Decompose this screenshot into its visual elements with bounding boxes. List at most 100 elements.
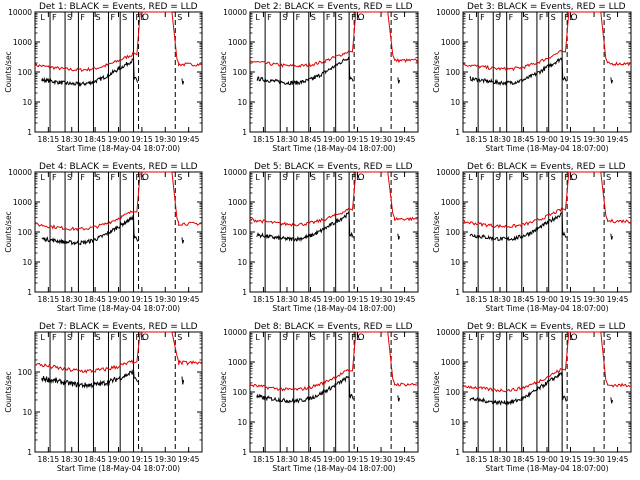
x-tick-label: 18:15 <box>466 295 488 304</box>
x-axis-label: Start Time (18-May-04 18:07:00) <box>57 304 180 313</box>
x-tick-label: 19:00 <box>536 455 558 464</box>
y-axis-label: Counts/sec <box>4 51 13 92</box>
y-tick-label: 100 <box>446 388 461 397</box>
x-tick-label: 18:45 <box>513 455 535 464</box>
flare-marker-symbol: O <box>571 13 578 23</box>
marker-letter: S <box>606 173 611 182</box>
y-tick-label: 10000 <box>223 8 247 17</box>
flare-marker-symbol: O <box>142 173 149 183</box>
x-tick-label: 18:30 <box>489 135 511 144</box>
marker-letter: S <box>338 173 343 182</box>
panel-title: Det 8: BLACK = Events, RED = LLD <box>254 322 413 332</box>
y-tick-label: 10 <box>22 408 32 417</box>
x-tick-label: 19:45 <box>178 295 200 304</box>
plot-frame <box>462 171 632 293</box>
x-tick-label: 19:15 <box>131 295 153 304</box>
flare-marker-symbol: O <box>571 173 578 183</box>
marker-letter: S <box>393 13 398 22</box>
x-tick-label: 18:45 <box>300 295 322 304</box>
y-tick-label: 100 <box>446 228 461 237</box>
x-tick-label: 19:15 <box>560 455 582 464</box>
series-line-lld <box>34 331 203 374</box>
y-axis-label: Counts/sec <box>219 211 228 252</box>
marker-letter: L <box>255 13 260 22</box>
marker-letter: F <box>296 173 301 182</box>
x-tick-label: 18:30 <box>61 135 83 144</box>
series-line-events <box>41 369 139 390</box>
marker-letter: L <box>255 333 260 342</box>
plot-frame <box>249 171 419 293</box>
x-tick-label: 19:00 <box>323 295 345 304</box>
marker-letter: F <box>509 173 514 182</box>
plot-frame <box>462 331 632 453</box>
series-line-events-tail <box>610 77 614 84</box>
marker-letter: S <box>393 173 398 182</box>
x-axis-label: Start Time (18-May-04 18:07:00) <box>485 304 608 313</box>
y-axis-label: Counts/sec <box>219 51 228 92</box>
series-line-events <box>469 57 567 87</box>
x-tick-label: 19:30 <box>370 295 392 304</box>
marker-letter: S <box>95 173 100 182</box>
marker-letter: F <box>564 13 569 22</box>
plot-frame <box>34 11 203 133</box>
x-tick-label: 19:30 <box>154 295 176 304</box>
chart-panel-6: Det 6: BLACK = Events, RED = LLD 1 10 100 10… <box>432 162 632 313</box>
y-tick-label: 100 <box>233 68 248 77</box>
marker-letter: S <box>338 13 343 22</box>
series-line-lld <box>34 171 203 232</box>
series-line-lld <box>34 11 203 73</box>
series-line-lld <box>249 171 419 227</box>
x-tick-label: 19:45 <box>394 295 416 304</box>
y-tick-label: 1 <box>27 128 32 137</box>
marker-letter: F <box>296 13 301 22</box>
y-tick-label: 1 <box>27 448 32 457</box>
y-tick-label: 1000 <box>13 38 32 47</box>
y-tick-label: 10 <box>237 258 247 267</box>
marker-letter: F <box>136 173 141 182</box>
chart-panel-4: Det 4: BLACK = Events, RED = LLD 1 10 100 10… <box>4 162 203 313</box>
marker-letter: S <box>495 333 500 342</box>
marker-letter: L <box>468 13 473 22</box>
marker-letter: L <box>141 173 146 182</box>
marker-letter: L <box>40 333 45 342</box>
marker-letter: L <box>141 13 146 22</box>
marker-letter: S <box>67 333 72 342</box>
y-tick-label: 1 <box>455 288 460 297</box>
chart-panel-7: Det 7: BLACK = Events, RED = LLD 1 10 100 Co… <box>4 322 203 473</box>
y-tick-label: 100 <box>18 228 33 237</box>
marker-letter: L <box>356 173 361 182</box>
y-tick-label: 10000 <box>8 168 32 177</box>
x-tick-label: 18:15 <box>466 135 488 144</box>
x-tick-label: 19:00 <box>323 455 345 464</box>
marker-letter: F <box>80 173 85 182</box>
marker-letter: F <box>136 333 141 342</box>
y-tick-label: 10 <box>237 98 247 107</box>
x-tick-label: 18:45 <box>84 135 106 144</box>
chart-panel-5: Det 5: BLACK = Events, RED = LLD 1 10 100 10… <box>219 162 419 313</box>
panel-title: Det 3: BLACK = Events, RED = LLD <box>467 2 626 12</box>
x-axis-label: Start Time (18-May-04 18:07:00) <box>485 144 608 153</box>
marker-letter: S <box>524 13 529 22</box>
x-tick-label: 19:30 <box>154 135 176 144</box>
series-line-lld <box>249 331 419 392</box>
y-tick-label: 100 <box>18 68 33 77</box>
plot-frame <box>249 11 419 133</box>
x-tick-label: 18:45 <box>300 455 322 464</box>
marker-letter: S <box>524 333 529 342</box>
x-axis-label: Start Time (18-May-04 18:07:00) <box>57 464 180 473</box>
panel-title: Det 2: BLACK = Events, RED = LLD <box>254 2 413 12</box>
marker-letter: S <box>606 13 611 22</box>
series-line-lld <box>249 11 419 68</box>
y-tick-label: 10 <box>22 258 32 267</box>
x-axis-label: Start Time (18-May-04 18:07:00) <box>57 144 180 153</box>
x-axis-label: Start Time (18-May-04 18:07:00) <box>272 304 395 313</box>
series-line-events-tail <box>397 77 401 84</box>
series-line-events <box>256 57 354 86</box>
y-tick-label: 100 <box>233 228 248 237</box>
flare-marker-symbol: O <box>142 333 149 343</box>
marker-letter: L <box>40 173 45 182</box>
y-tick-label: 10 <box>237 418 247 427</box>
marker-letter: S <box>524 173 529 182</box>
y-tick-label: 10 <box>22 98 32 107</box>
marker-letter: L <box>255 173 260 182</box>
